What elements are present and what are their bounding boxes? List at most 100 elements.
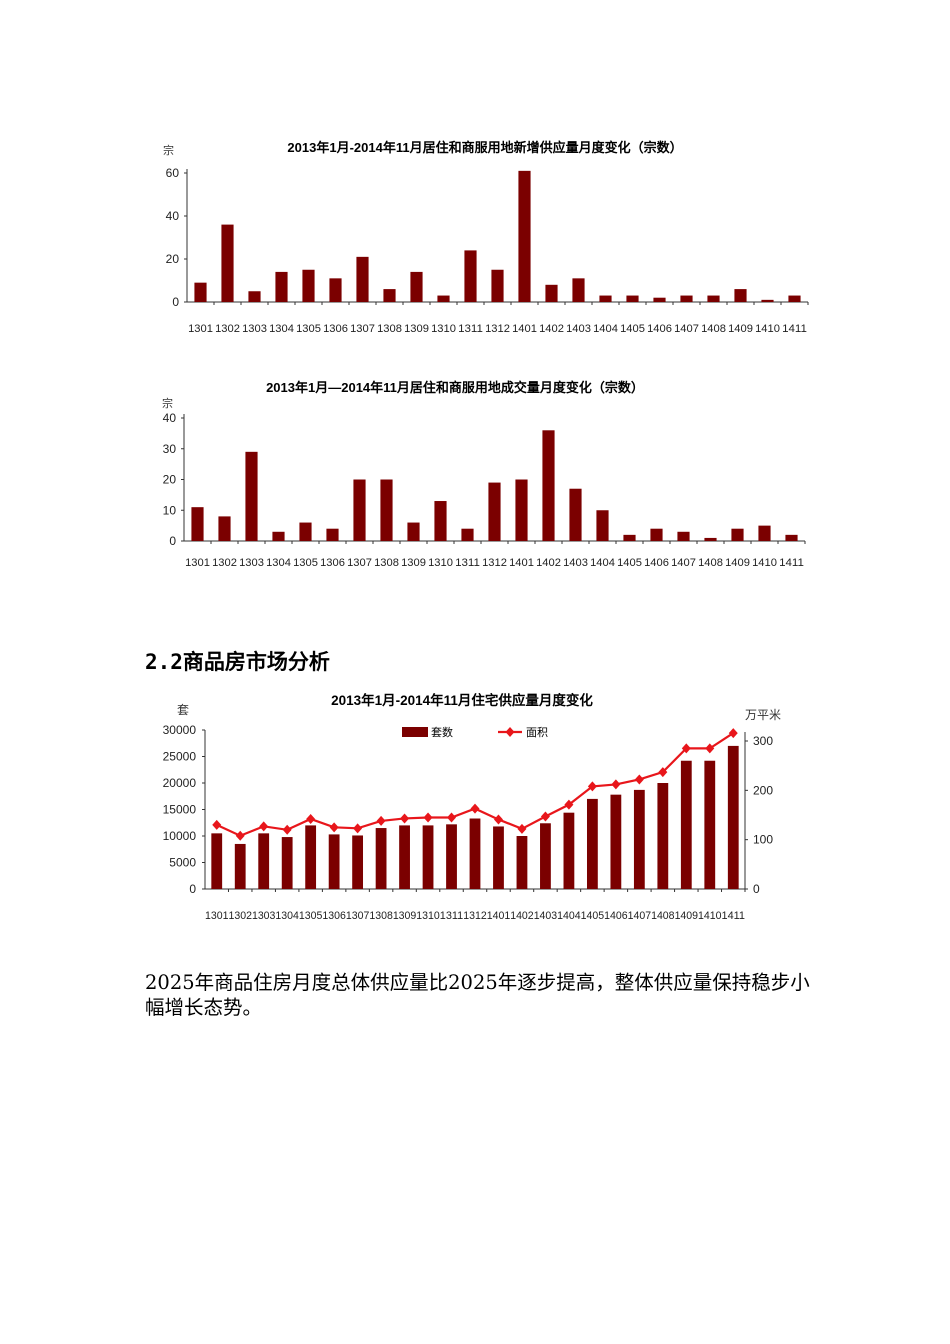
bar — [356, 256, 369, 302]
x-tick-label: 1302 — [228, 910, 251, 922]
x-tick-label: 1404 — [590, 557, 615, 569]
y-right-tick-label: 200 — [753, 783, 773, 797]
x-tick-label: 1304 — [266, 557, 291, 569]
bar — [383, 289, 396, 302]
line-marker — [705, 743, 715, 754]
x-tick-label: 1410 — [752, 557, 777, 569]
bar — [234, 843, 246, 889]
bar — [299, 522, 312, 541]
bar — [437, 295, 450, 302]
bar — [488, 482, 501, 541]
bar — [218, 516, 231, 541]
bar — [626, 295, 639, 302]
x-tick-label: 1308 — [377, 323, 402, 335]
line-marker — [728, 728, 738, 739]
housing-supply-chart: 2013年1月-2014年11月住宅供应量月度变化套 万平米 0 5000 10000 1… — [150, 680, 800, 930]
x-tick-label: 1312 — [485, 323, 510, 335]
x-tick-label: 1312 — [463, 910, 486, 922]
x-tick-label: 1404 — [593, 323, 618, 335]
x-tick-label: 1301 — [185, 557, 210, 569]
bar — [399, 825, 410, 889]
land-supply-chart: 2013年1月-2014年11月居住和商服用地新增供应量月度变化（宗数） 宗 0 20… — [150, 130, 820, 340]
x-tick-label: 1302 — [212, 557, 237, 569]
line-marker — [376, 815, 386, 826]
bar — [677, 531, 690, 541]
bar — [375, 828, 387, 889]
x-tick-label: 1407 — [674, 323, 699, 335]
bar — [731, 528, 744, 541]
bar — [586, 798, 598, 889]
x-tick-label: 1306 — [320, 557, 345, 569]
bar — [599, 295, 612, 302]
x-tick-label: 1409 — [675, 910, 698, 922]
line-marker — [470, 803, 480, 814]
bar — [788, 295, 801, 302]
y-right-tick-label: 100 — [753, 833, 773, 847]
x-tick-label: 1310 — [431, 323, 456, 335]
line-marker — [447, 812, 457, 823]
land-supply-chart-svg: 2013年1月-2014年11月居住和商服用地新增供应量月度变化（宗数） 宗 0 20… — [163, 140, 809, 335]
bar — [540, 823, 551, 889]
x-tick-label: 1311 — [440, 910, 463, 922]
bar — [469, 818, 481, 889]
bar — [758, 525, 771, 541]
y-tick-label: 10 — [163, 503, 177, 517]
x-tick-label: 1408 — [701, 323, 726, 335]
y-tick-label: 5000 — [169, 856, 196, 870]
x-tick-label: 1308 — [369, 910, 392, 922]
bar — [657, 783, 669, 889]
bar — [275, 271, 288, 302]
y-tick-label: 40 — [163, 411, 177, 425]
bar — [407, 522, 420, 541]
bar — [211, 833, 223, 889]
line-marker — [306, 813, 316, 824]
x-tick-label: 1309 — [401, 557, 426, 569]
line-marker — [658, 767, 668, 778]
line-marker — [329, 822, 339, 833]
chart-title: 2013年1月-2014年11月住宅供应量月度变化 — [331, 692, 593, 708]
x-tick-label: 1405 — [617, 557, 642, 569]
x-tick-label: 1309 — [393, 910, 416, 922]
y-tick-label: 60 — [166, 166, 180, 180]
bar — [194, 282, 207, 302]
bar — [422, 825, 434, 889]
bar — [680, 295, 693, 302]
x-tick-label: 1401 — [512, 323, 537, 335]
bar — [221, 224, 234, 302]
x-tick-label: 1409 — [728, 323, 753, 335]
x-tick-label: 1402 — [536, 557, 561, 569]
x-tick-label: 1408 — [698, 557, 723, 569]
bar — [191, 507, 204, 541]
x-tick-label: 1403 — [534, 910, 557, 922]
bar — [305, 825, 317, 889]
legend-bar-label: 套数 — [431, 726, 453, 739]
x-tick-label: 1302 — [215, 323, 240, 335]
x-tick-label: 1401 — [487, 910, 510, 922]
y-tick-label: 25000 — [163, 750, 197, 764]
x-tick-label: 1303 — [239, 557, 264, 569]
y-tick-label: 15000 — [163, 803, 197, 817]
legend-line-label: 面积 — [526, 726, 548, 739]
bar — [410, 271, 423, 302]
bar — [727, 745, 739, 889]
line-marker — [212, 819, 222, 830]
x-tick-label: 1306 — [323, 323, 348, 335]
bar — [761, 299, 774, 302]
bar — [245, 451, 258, 541]
bar — [704, 537, 717, 541]
x-tick-label: 1310 — [416, 910, 439, 922]
x-tick-label: 1301 — [205, 910, 228, 922]
y-tick-label: 0 — [169, 534, 176, 548]
x-tick-label: 1406 — [647, 323, 672, 335]
bar — [464, 250, 477, 302]
bar — [785, 534, 798, 541]
chart-title: 2013年1月—2014年11月居住和商服用地成交量月度变化（宗数） — [266, 380, 644, 395]
legend-bar-swatch — [402, 727, 428, 737]
bar — [650, 528, 663, 541]
land-transaction-chart-svg: 2013年1月—2014年11月居住和商服用地成交量月度变化（宗数） 宗 0 10 20… — [162, 380, 806, 569]
bar — [610, 794, 622, 889]
line-marker — [423, 812, 433, 823]
land-transaction-chart: 2013年1月—2014年11月居住和商服用地成交量月度变化（宗数） 宗 0 10 20… — [150, 370, 820, 580]
bar — [272, 531, 285, 541]
x-tick-label: 1411 — [782, 323, 807, 335]
